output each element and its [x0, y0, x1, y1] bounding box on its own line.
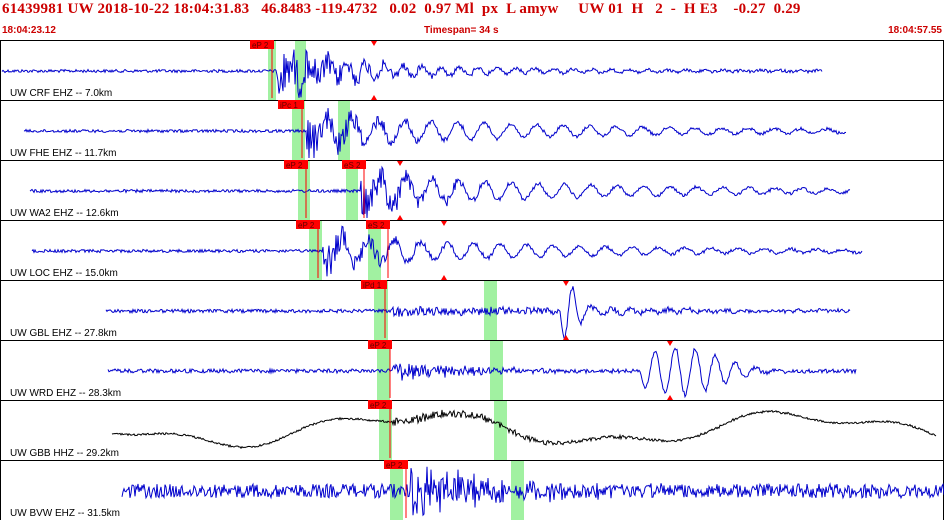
- phase-pick-box[interactable]: [368, 400, 392, 409]
- trace-row[interactable]: iPc 1 UW FHE EHZ -- 11.7km: [0, 100, 944, 161]
- station-label: UW CRF EHZ -- 7.0km: [10, 88, 112, 99]
- phase-window: [377, 341, 390, 400]
- phase-pick-box[interactable]: [250, 40, 274, 49]
- amplitude-marker-bottom[interactable]: [563, 335, 569, 340]
- phase-pick-box[interactable]: [368, 340, 392, 349]
- start-time-label: 18:04:23.12: [2, 25, 56, 36]
- phase-pick-label: iPc 1: [280, 101, 298, 110]
- phase-pick-box[interactable]: [366, 220, 390, 229]
- amplitude-marker-bottom[interactable]: [397, 215, 403, 220]
- amplitude-marker-bottom[interactable]: [371, 95, 377, 100]
- amplitude-marker-bottom[interactable]: [667, 395, 673, 400]
- waveform-trace[interactable]: [107, 347, 857, 399]
- trace-row[interactable]: eP 2 eS 2 UW LOC EHZ -- 15.0km: [0, 220, 944, 281]
- station-label: UW WRD EHZ -- 28.3km: [10, 388, 121, 399]
- trace-row[interactable]: eP 2 UW WRD EHZ -- 28.3km: [0, 340, 944, 401]
- waveform-trace[interactable]: [111, 409, 937, 450]
- phase-pick-label: eP 2: [370, 401, 387, 410]
- phase-window: [379, 401, 392, 460]
- phase-pick-label: eP 2: [298, 221, 315, 230]
- phase-pick-label: eS 2: [368, 221, 385, 230]
- waveform-trace[interactable]: [105, 286, 851, 339]
- waveform-trace[interactable]: [121, 466, 944, 517]
- station-label: UW WA2 EHZ -- 12.6km: [10, 208, 119, 219]
- trace-row[interactable]: eP 2 UW CRF EHZ -- 7.0km: [0, 40, 944, 101]
- phase-window: [490, 341, 503, 400]
- trace-row[interactable]: iPd 1 UW GBL EHZ -- 27.8km: [0, 280, 944, 341]
- trace-panel-frame: [0, 220, 944, 281]
- phase-window: [295, 41, 306, 100]
- phase-window: [511, 461, 524, 520]
- phase-pick-label: eS 2: [344, 161, 361, 170]
- amplitude-marker-bottom[interactable]: [441, 275, 447, 280]
- phase-window: [338, 101, 350, 160]
- phase-pick-box[interactable]: [384, 460, 408, 469]
- phase-window: [368, 221, 381, 280]
- amplitude-marker-top[interactable]: [667, 341, 673, 346]
- phase-pick-box[interactable]: [342, 160, 366, 169]
- phase-window: [390, 461, 403, 520]
- waveform-trace[interactable]: [1, 48, 823, 98]
- trace-panel-frame: [0, 400, 944, 461]
- amplitude-marker-top[interactable]: [563, 281, 569, 286]
- station-label: UW GBB HHZ -- 29.2km: [10, 448, 119, 459]
- station-label: UW FHE EHZ -- 11.7km: [10, 148, 116, 159]
- waveform-trace[interactable]: [29, 165, 851, 219]
- phase-pick-label: iPd 1: [363, 281, 382, 290]
- event-header: 61439981 UW 2018-10-22 18:04:31.83 46.84…: [0, 0, 944, 40]
- trace-row[interactable]: eP 2 UW GBB HHZ -- 29.2km: [0, 400, 944, 461]
- timespan-label: Timespan= 34 s: [424, 25, 499, 36]
- seismogram-panel[interactable]: eP 2 UW CRF EHZ -- 7.0km iPc 1 UW FHE EHZ -…: [0, 40, 944, 520]
- phase-pick-box[interactable]: [284, 160, 308, 169]
- phase-window: [494, 401, 507, 460]
- end-time-label: 18:04:57.55: [888, 25, 942, 36]
- phase-pick-box[interactable]: [278, 100, 304, 109]
- phase-pick-label: eP 2: [370, 341, 387, 350]
- phase-pick-box[interactable]: [361, 280, 387, 289]
- amplitude-marker-top[interactable]: [397, 161, 403, 166]
- amplitude-marker-top[interactable]: [441, 221, 447, 226]
- station-label: UW LOC EHZ -- 15.0km: [10, 268, 118, 279]
- phase-pick-label: eP 2: [252, 41, 269, 50]
- event-summary-title: 61439981 UW 2018-10-22 18:04:31.83 46.84…: [2, 1, 801, 17]
- waveform-trace[interactable]: [31, 225, 863, 277]
- phase-pick-box[interactable]: [296, 220, 320, 229]
- trace-row[interactable]: eP 2 UW BVW EHZ -- 31.5km: [0, 460, 944, 520]
- amplitude-marker-top[interactable]: [371, 41, 377, 46]
- phase-window: [298, 161, 310, 220]
- station-label: UW BVW EHZ -- 31.5km: [10, 508, 120, 519]
- trace-row[interactable]: eP 2 eS 2 UW WA2 EHZ -- 12.6km: [0, 160, 944, 221]
- waveform-trace[interactable]: [23, 108, 847, 159]
- phase-pick-label: eP 2: [286, 161, 303, 170]
- station-label: UW GBL EHZ -- 27.8km: [10, 328, 117, 339]
- trace-panel-frame: [0, 160, 944, 221]
- phase-pick-label: eP 2: [386, 461, 403, 470]
